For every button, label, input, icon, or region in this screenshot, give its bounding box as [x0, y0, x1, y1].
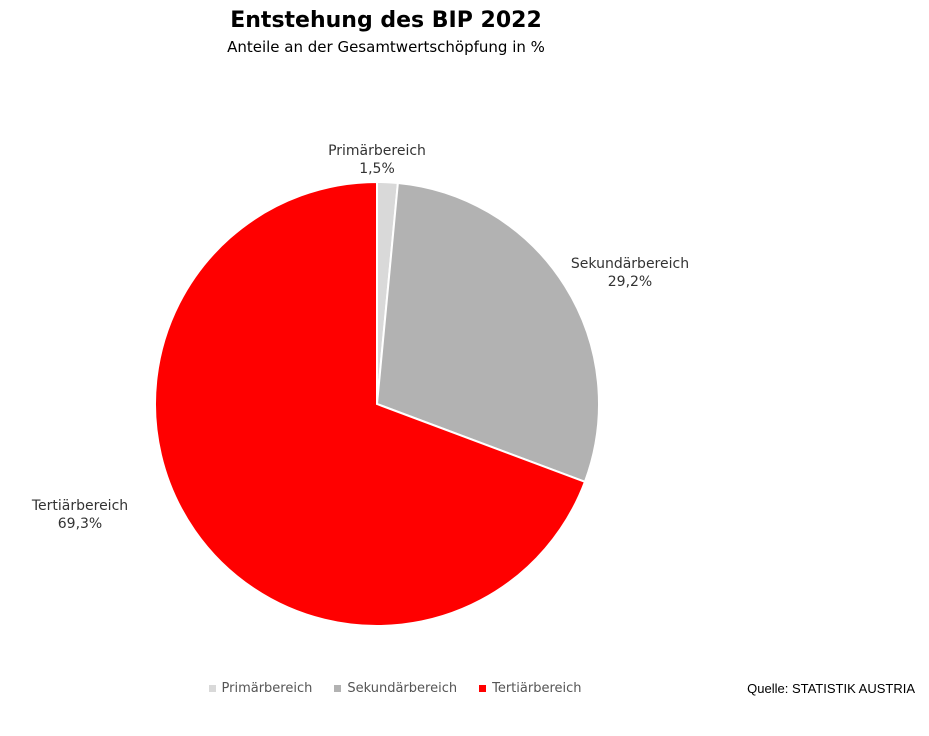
legend-label: Tertiärbereich — [492, 681, 582, 696]
chart-legend: Primärbereich Sekundärbereich Tertiärber… — [0, 681, 790, 696]
chart-subtitle: Anteile an der Gesamtwertschöpfung in % — [227, 38, 545, 56]
slice-label-value: 1,5% — [359, 161, 395, 177]
slice-label-name: Sekundärbereich — [570, 256, 690, 272]
slice-label-name: Tertiärbereich — [31, 498, 129, 514]
legend-swatch — [334, 685, 342, 692]
slice-label-value: 69,3% — [57, 516, 103, 532]
pie-slice-tertiaerbereich — [154, 180, 587, 627]
slice-label-primaerbereich: Primärbereich 1,5% — [317, 142, 437, 178]
legend-item-tertiaerbereich: Tertiärbereich — [479, 681, 582, 696]
chart-title: Entstehung des BIP 2022 — [230, 8, 542, 33]
legend-item-primaerbereich: Primärbereich — [208, 681, 313, 696]
slice-label-name: Primärbereich — [328, 143, 426, 159]
legend-item-sekundaerbereich: Sekundärbereich — [334, 681, 457, 696]
slice-label-sekundaerbereich: Sekundärbereich 29,2% — [560, 255, 700, 291]
pie-slice-sekundaerbereich — [375, 181, 600, 484]
slice-label-value: 29,2% — [607, 274, 653, 290]
slice-label-tertiaerbereich: Tertiärbereich 69,3% — [20, 497, 140, 533]
legend-label: Primärbereich — [221, 681, 313, 696]
source-note: Quelle: STATISTIK AUSTRIA — [747, 681, 915, 696]
legend-label: Sekundärbereich — [347, 681, 458, 696]
legend-swatch — [208, 685, 216, 692]
legend-swatch — [479, 685, 487, 692]
